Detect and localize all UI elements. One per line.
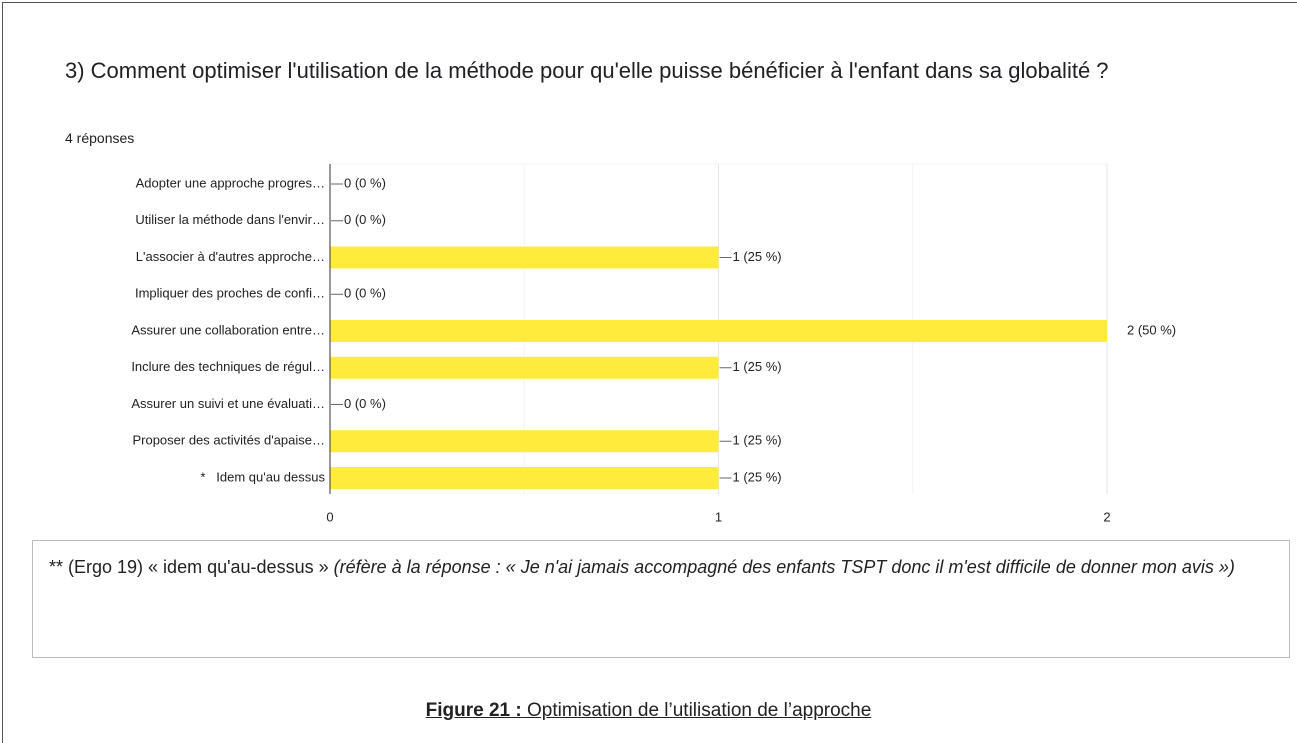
value-label: 1 (25 %) xyxy=(733,249,782,264)
value-label: 0 (0 %) xyxy=(344,286,386,301)
value-label: 0 (0 %) xyxy=(344,212,386,227)
bar xyxy=(330,356,719,379)
x-tick-label: 1 xyxy=(715,509,722,524)
note-detail: (réfère à la réponse : « Je n'ai jamais … xyxy=(333,557,1235,577)
chart: 0 1 2 Adopter une approche progres… 0 (0 %) U… xyxy=(131,163,1176,524)
chart-title: 3) Comment optimiser l'utilisation de la… xyxy=(65,58,1109,83)
value-label: 0 (0 %) xyxy=(344,175,386,190)
y-tick-label: Impliquer des proches de confi… xyxy=(135,286,325,301)
x-tick-label: 0 xyxy=(326,509,333,524)
bar xyxy=(330,246,719,269)
chart-subtitle: 4 réponses xyxy=(65,130,135,146)
value-label: 1 (25 %) xyxy=(733,433,782,448)
value-label: 2 (50 %) xyxy=(1127,322,1176,337)
y-tick-label: Proposer des activités d'apaise… xyxy=(132,433,325,448)
bar xyxy=(330,467,719,489)
y-tick-label: * Idem qu'au dessus xyxy=(200,469,325,484)
y-tick-label: Assurer une collaboration entre… xyxy=(131,322,325,337)
y-tick-label: Adopter une approche progres… xyxy=(136,175,325,190)
bar xyxy=(330,320,1107,342)
caption: Figure 21 : Optimisation de l’utilisatio… xyxy=(0,700,1297,722)
y-tick-label: L'associer à d'autres approche… xyxy=(136,249,325,264)
bar xyxy=(330,430,719,453)
note-text: ** (Ergo 19) « idem qu'au-dessus » xyxy=(49,557,334,577)
y-tick-label: Assurer un suivi et une évaluati… xyxy=(131,396,325,411)
y-tick-label: Inclure des techniques de régul… xyxy=(131,359,325,374)
caption-text: Optimisation de l’utilisation de l’appro… xyxy=(521,700,872,721)
x-tick-label: 2 xyxy=(1103,509,1110,524)
caption-label: Figure 21 : xyxy=(425,700,522,721)
value-label: 1 (25 %) xyxy=(733,469,782,484)
note: ** (Ergo 19) « idem qu'au-dessus » (réfè… xyxy=(32,540,1290,658)
value-label: 0 (0 %) xyxy=(344,396,386,411)
value-label: 1 (25 %) xyxy=(733,359,782,374)
y-tick-label: Utiliser la méthode dans l'envir… xyxy=(135,212,325,227)
